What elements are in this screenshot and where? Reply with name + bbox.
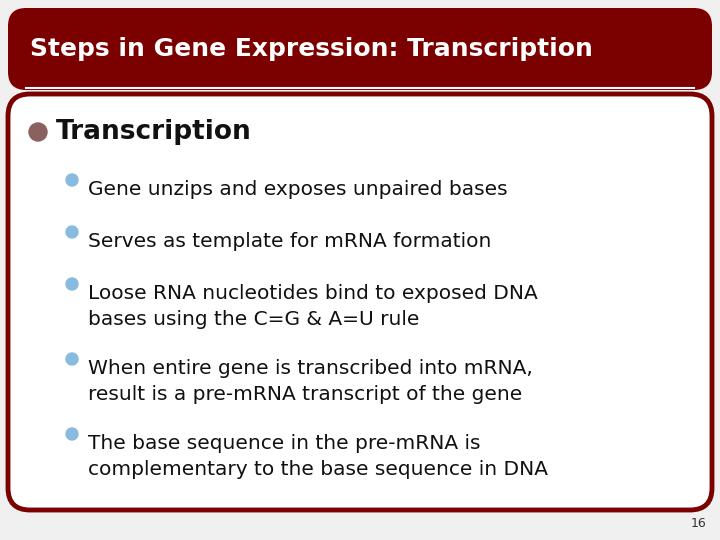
Circle shape <box>66 353 78 365</box>
Text: When entire gene is transcribed into mRNA,
result is a pre-mRNA transcript of th: When entire gene is transcribed into mRN… <box>88 359 533 404</box>
Circle shape <box>66 278 78 290</box>
Text: 16: 16 <box>690 517 706 530</box>
Text: Gene unzips and exposes unpaired bases: Gene unzips and exposes unpaired bases <box>88 180 508 199</box>
Text: Serves as template for mRNA formation: Serves as template for mRNA formation <box>88 232 491 251</box>
Circle shape <box>66 226 78 238</box>
Text: Loose RNA nucleotides bind to exposed DNA
bases using the C=G & A=U rule: Loose RNA nucleotides bind to exposed DN… <box>88 284 538 329</box>
Text: The base sequence in the pre-mRNA is
complementary to the base sequence in DNA: The base sequence in the pre-mRNA is com… <box>88 434 548 479</box>
Text: Transcription: Transcription <box>56 119 252 145</box>
FancyBboxPatch shape <box>8 94 712 510</box>
Text: Steps in Gene Expression: Transcription: Steps in Gene Expression: Transcription <box>30 37 593 61</box>
Circle shape <box>66 174 78 186</box>
Circle shape <box>66 428 78 440</box>
FancyBboxPatch shape <box>8 8 712 90</box>
Circle shape <box>29 123 47 141</box>
